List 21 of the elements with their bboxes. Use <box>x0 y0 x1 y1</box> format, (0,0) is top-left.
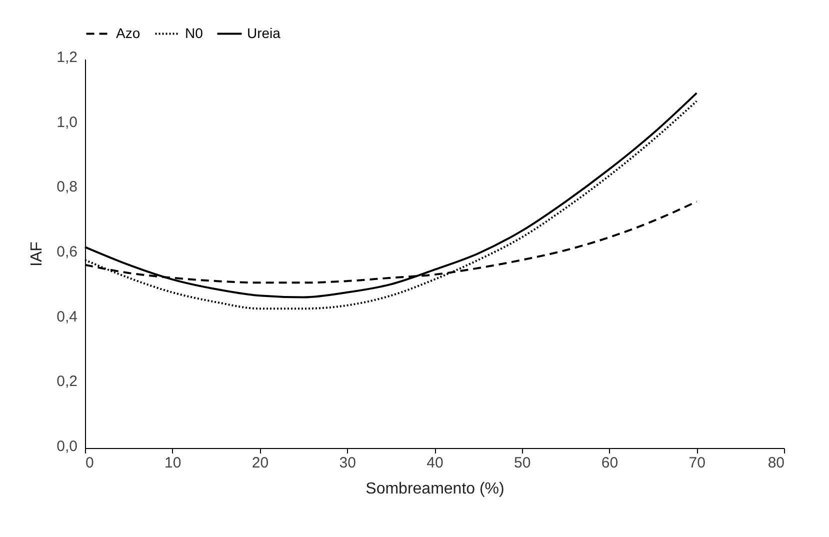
x-axis-title: Sombreamento (%) <box>366 480 504 498</box>
y-tick-label: 0,6 <box>56 244 78 260</box>
x-tick-label: 70 <box>688 454 706 472</box>
x-tick-label: 80 <box>768 454 784 472</box>
y-tick-label: 0,4 <box>56 308 78 326</box>
x-tick-label: 0 <box>86 454 94 472</box>
y-tick-label: 1,0 <box>56 114 78 131</box>
x-tick-label: 50 <box>514 454 531 472</box>
y-tick-label: 1,2 <box>56 49 78 66</box>
y-tick-label: 0,0 <box>56 438 78 455</box>
x-tick-label: 10 <box>164 454 182 472</box>
y-tick-label: 0,2 <box>56 373 78 390</box>
x-tick-label: 40 <box>426 454 444 472</box>
y-tick-label: 0,8 <box>56 178 78 196</box>
legend-label: Ureia <box>247 24 281 41</box>
x-tick-label: 30 <box>339 454 356 472</box>
y-axis-title: IAF <box>28 241 46 266</box>
x-tick-label: 60 <box>601 454 618 472</box>
x-tick-label: 20 <box>252 454 269 472</box>
legend-label: N0 <box>185 24 204 41</box>
legend-label: Azo <box>116 24 140 41</box>
